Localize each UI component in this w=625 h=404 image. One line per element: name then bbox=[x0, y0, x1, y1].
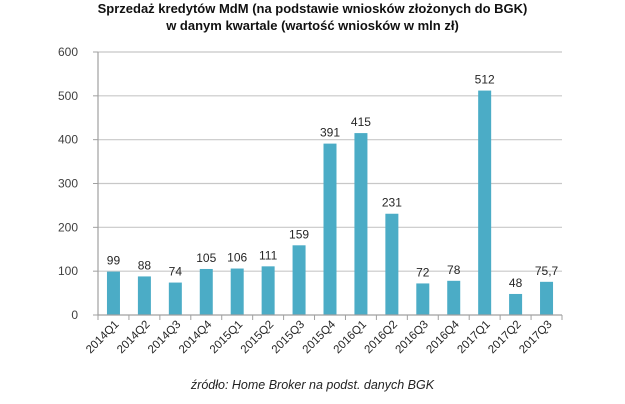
bar-2014Q4 bbox=[199, 268, 213, 315]
bar-2014Q3 bbox=[168, 282, 182, 315]
bars bbox=[106, 90, 554, 315]
data-label: 106 bbox=[227, 251, 247, 265]
y-tick-label: 500 bbox=[58, 89, 78, 103]
data-label: 415 bbox=[351, 115, 371, 129]
data-label: 74 bbox=[169, 265, 183, 279]
x-tick-label: 2017Q2 bbox=[486, 319, 523, 356]
data-label: 78 bbox=[447, 263, 461, 277]
bar-2016Q4 bbox=[447, 280, 461, 315]
bar-2014Q1 bbox=[106, 271, 120, 315]
bar-2015Q1 bbox=[230, 268, 244, 315]
x-tick-label: 2014Q1 bbox=[84, 319, 121, 356]
data-label: 88 bbox=[138, 258, 152, 272]
x-tick-label: 2014Q3 bbox=[146, 319, 183, 356]
chart-title: Sprzedaż kredytów MdM (na podstawie wnio… bbox=[97, 1, 528, 16]
x-tick-label: 2015Q3 bbox=[270, 319, 307, 356]
x-tick-label: 2016Q1 bbox=[332, 319, 369, 356]
y-tick-label: 200 bbox=[58, 220, 78, 234]
x-tick-label: 2016Q4 bbox=[424, 318, 462, 356]
y-tick-label: 300 bbox=[58, 177, 78, 191]
y-tick-label: 100 bbox=[58, 264, 78, 278]
x-tick-label: 2017Q3 bbox=[517, 319, 554, 356]
data-label: 75,7 bbox=[535, 264, 559, 278]
y-tick-label: 400 bbox=[58, 133, 78, 147]
x-tick-label: 2015Q4 bbox=[301, 318, 339, 356]
x-tick-label: 2014Q4 bbox=[177, 318, 215, 356]
bar-2017Q1 bbox=[478, 90, 492, 315]
data-label: 99 bbox=[107, 254, 121, 268]
data-label: 391 bbox=[320, 126, 340, 140]
data-label: 512 bbox=[475, 73, 495, 87]
x-tick-label: 2016Q3 bbox=[393, 319, 430, 356]
data-label: 48 bbox=[509, 276, 523, 290]
data-label: 231 bbox=[382, 196, 402, 210]
x-tick-label: 2017Q1 bbox=[455, 319, 492, 356]
bar-2015Q4 bbox=[323, 143, 337, 315]
x-axis-ticks: 2014Q12014Q22014Q32014Q42015Q12015Q22015… bbox=[84, 318, 554, 356]
bar-2016Q2 bbox=[385, 213, 399, 315]
data-label: 105 bbox=[196, 251, 216, 265]
bar-2015Q2 bbox=[261, 266, 275, 315]
x-tick-label: 2016Q2 bbox=[363, 319, 400, 356]
y-tick-label: 600 bbox=[58, 45, 78, 59]
x-tick-label: 2014Q2 bbox=[115, 319, 152, 356]
data-label: 72 bbox=[416, 265, 430, 279]
y-tick-label: 0 bbox=[71, 308, 78, 322]
bar-2017Q3 bbox=[540, 281, 554, 315]
bar-2016Q1 bbox=[354, 133, 368, 315]
source-note: źródło: Home Broker na podst. danych BGK bbox=[190, 378, 435, 392]
y-axis-ticks: 0 100 200 300 400 500 600 bbox=[58, 45, 98, 322]
data-label: 159 bbox=[289, 227, 309, 241]
chart-subtitle: w danym kwartale (wartość wniosków w mln… bbox=[166, 18, 459, 33]
axes bbox=[97, 52, 563, 320]
bar-2017Q2 bbox=[509, 293, 523, 315]
data-label: 111 bbox=[259, 248, 278, 262]
bar-2014Q2 bbox=[137, 276, 151, 315]
bar-2016Q3 bbox=[416, 283, 430, 315]
x-tick-label: 2015Q1 bbox=[208, 319, 245, 356]
bar-2015Q3 bbox=[292, 245, 306, 315]
x-tick-label: 2015Q2 bbox=[239, 319, 276, 356]
data-labels: 99 88 74 105 106 111 159 391 415 231 72 78 512 48 75,7 bbox=[107, 73, 559, 290]
